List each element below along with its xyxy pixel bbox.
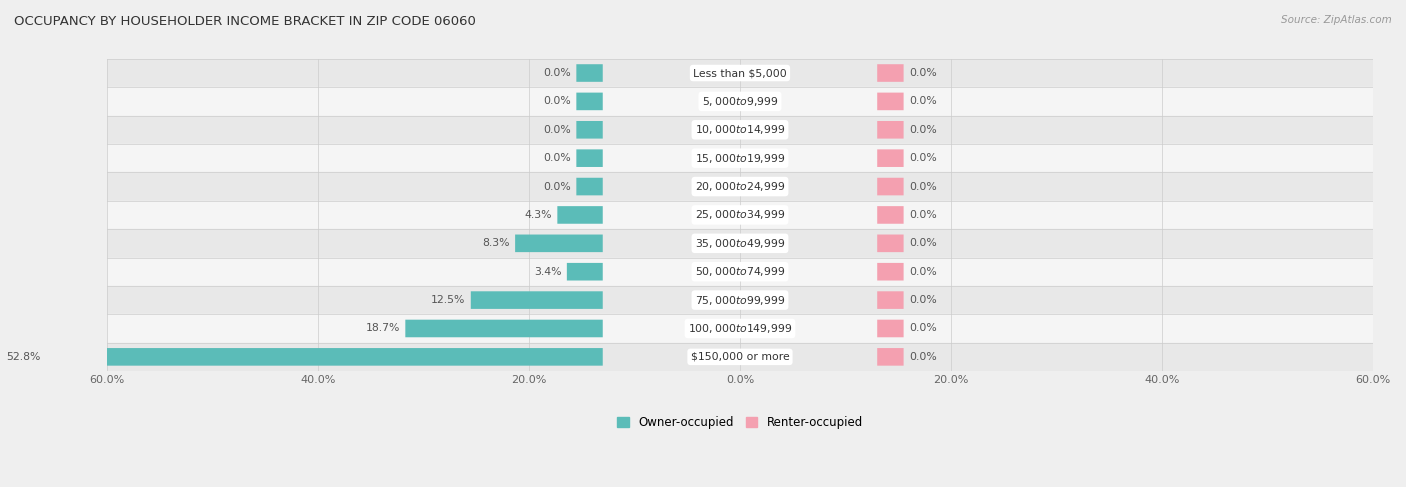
Text: $5,000 to $9,999: $5,000 to $9,999: [702, 95, 779, 108]
Text: 52.8%: 52.8%: [6, 352, 41, 362]
FancyBboxPatch shape: [576, 121, 603, 139]
Text: 0.0%: 0.0%: [543, 68, 571, 78]
Text: 0.0%: 0.0%: [908, 96, 936, 106]
Text: OCCUPANCY BY HOUSEHOLDER INCOME BRACKET IN ZIP CODE 06060: OCCUPANCY BY HOUSEHOLDER INCOME BRACKET …: [14, 15, 477, 28]
FancyBboxPatch shape: [877, 93, 904, 110]
FancyBboxPatch shape: [877, 121, 904, 139]
Text: 0.0%: 0.0%: [543, 182, 571, 191]
Text: $75,000 to $99,999: $75,000 to $99,999: [695, 294, 785, 307]
Bar: [107, 201, 1374, 229]
Bar: [107, 87, 1374, 115]
Text: 0.0%: 0.0%: [543, 153, 571, 163]
FancyBboxPatch shape: [567, 263, 603, 281]
FancyBboxPatch shape: [877, 348, 904, 366]
Text: Source: ZipAtlas.com: Source: ZipAtlas.com: [1281, 15, 1392, 25]
Text: $20,000 to $24,999: $20,000 to $24,999: [695, 180, 785, 193]
FancyBboxPatch shape: [877, 178, 904, 195]
FancyBboxPatch shape: [576, 150, 603, 167]
FancyBboxPatch shape: [877, 64, 904, 82]
Text: 0.0%: 0.0%: [543, 125, 571, 135]
Text: $100,000 to $149,999: $100,000 to $149,999: [688, 322, 792, 335]
Bar: [107, 172, 1374, 201]
FancyBboxPatch shape: [557, 206, 603, 224]
Text: $50,000 to $74,999: $50,000 to $74,999: [695, 265, 785, 278]
Bar: [107, 59, 1374, 87]
Text: 18.7%: 18.7%: [366, 323, 401, 334]
Bar: [107, 115, 1374, 144]
Text: 12.5%: 12.5%: [432, 295, 465, 305]
Text: 0.0%: 0.0%: [908, 238, 936, 248]
FancyBboxPatch shape: [515, 235, 603, 252]
Bar: [107, 229, 1374, 258]
Text: 0.0%: 0.0%: [908, 267, 936, 277]
Text: 0.0%: 0.0%: [908, 68, 936, 78]
FancyBboxPatch shape: [576, 178, 603, 195]
Text: $35,000 to $49,999: $35,000 to $49,999: [695, 237, 785, 250]
FancyBboxPatch shape: [877, 150, 904, 167]
Text: 0.0%: 0.0%: [908, 295, 936, 305]
Text: 0.0%: 0.0%: [908, 125, 936, 135]
Text: 0.0%: 0.0%: [908, 182, 936, 191]
Text: 4.3%: 4.3%: [524, 210, 553, 220]
Bar: [107, 258, 1374, 286]
Text: 0.0%: 0.0%: [908, 323, 936, 334]
FancyBboxPatch shape: [576, 64, 603, 82]
Text: Less than $5,000: Less than $5,000: [693, 68, 787, 78]
Bar: [107, 343, 1374, 371]
Text: $15,000 to $19,999: $15,000 to $19,999: [695, 151, 785, 165]
FancyBboxPatch shape: [405, 319, 603, 337]
FancyBboxPatch shape: [877, 291, 904, 309]
Text: $10,000 to $14,999: $10,000 to $14,999: [695, 123, 785, 136]
Text: 3.4%: 3.4%: [534, 267, 561, 277]
Legend: Owner-occupied, Renter-occupied: Owner-occupied, Renter-occupied: [612, 412, 868, 434]
FancyBboxPatch shape: [471, 291, 603, 309]
Text: 0.0%: 0.0%: [908, 210, 936, 220]
FancyBboxPatch shape: [576, 93, 603, 110]
FancyBboxPatch shape: [877, 263, 904, 281]
Bar: [107, 314, 1374, 343]
Text: 0.0%: 0.0%: [908, 352, 936, 362]
Text: $25,000 to $34,999: $25,000 to $34,999: [695, 208, 785, 222]
FancyBboxPatch shape: [877, 206, 904, 224]
Bar: [107, 144, 1374, 172]
Text: 0.0%: 0.0%: [908, 153, 936, 163]
Text: $150,000 or more: $150,000 or more: [690, 352, 789, 362]
FancyBboxPatch shape: [877, 319, 904, 337]
Text: 0.0%: 0.0%: [543, 96, 571, 106]
Text: 8.3%: 8.3%: [482, 238, 510, 248]
Bar: [107, 286, 1374, 314]
FancyBboxPatch shape: [45, 348, 603, 366]
FancyBboxPatch shape: [877, 235, 904, 252]
